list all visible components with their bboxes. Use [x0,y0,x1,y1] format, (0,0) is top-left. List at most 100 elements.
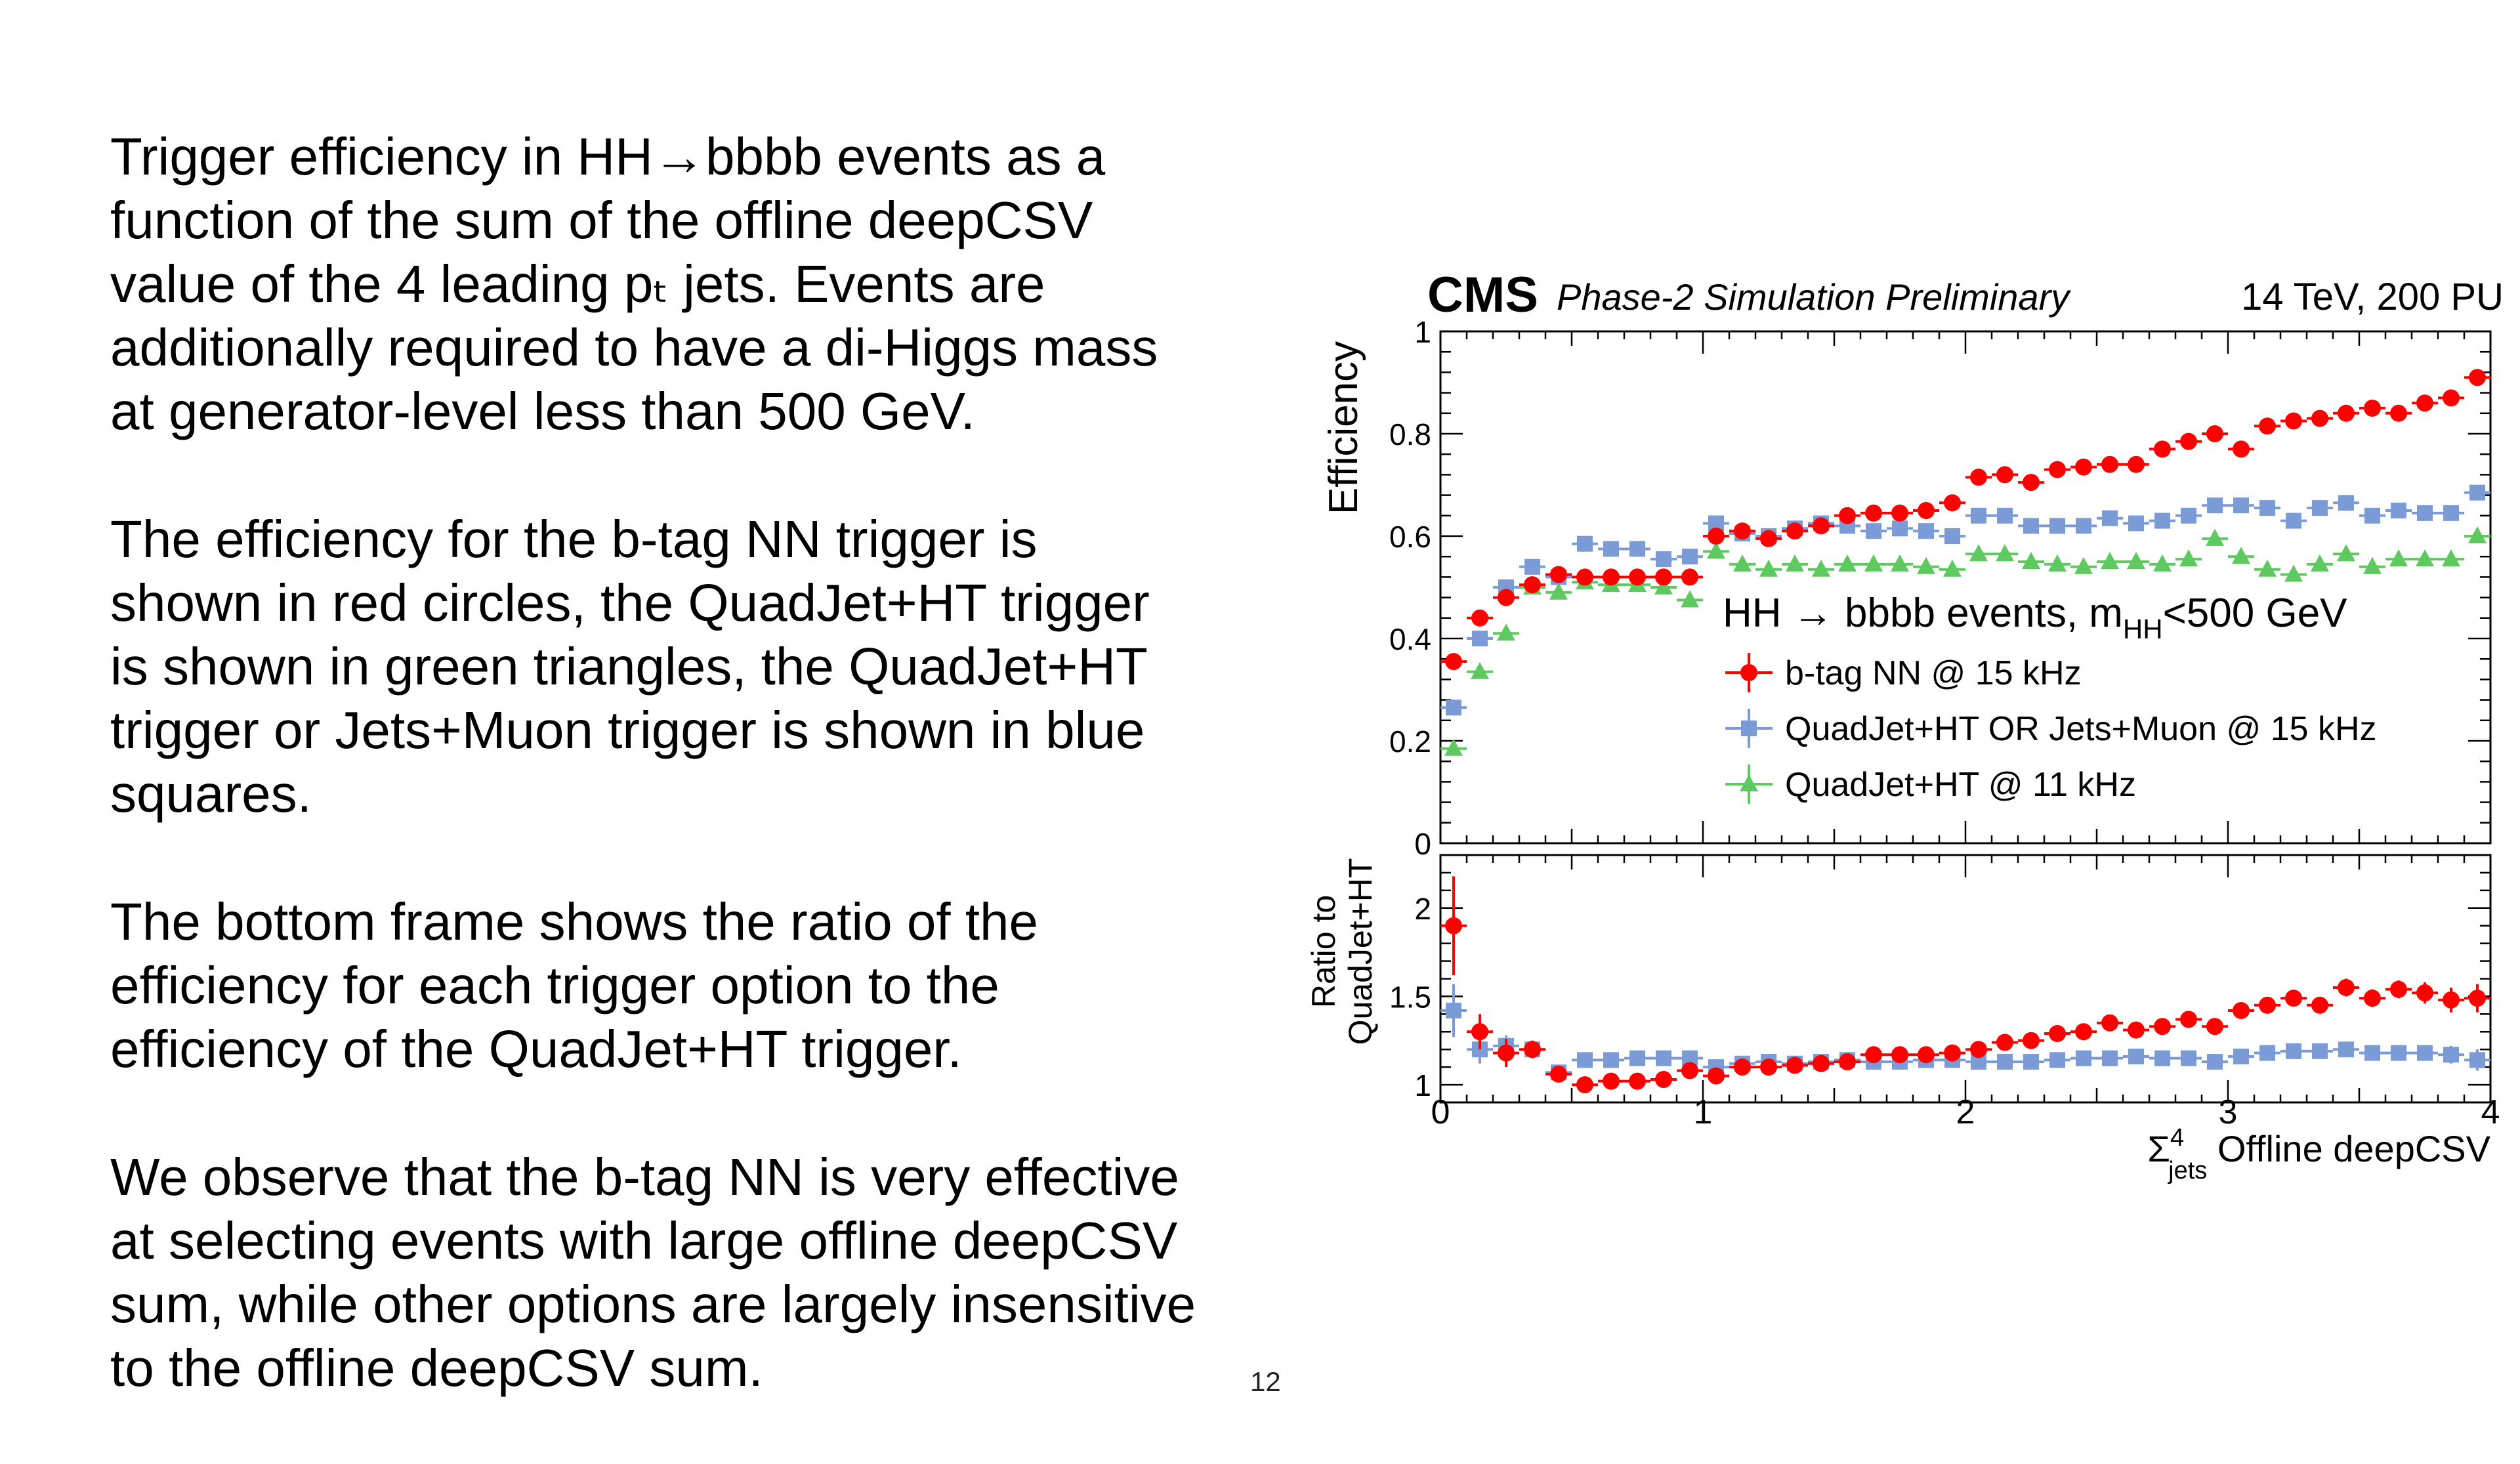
paragraph-conclusion: We observe that the b-tag NN is very eff… [110,1145,1265,1400]
data-point [2259,417,2276,435]
ratio-point [2233,1048,2249,1064]
data-point [2181,507,2196,524]
ratio-point [2469,1052,2485,1068]
x-axis-label-sub: jets [2168,1157,2207,1184]
legend-title-rest: <500 GeV [2163,591,2348,636]
data-point [2468,526,2487,543]
x-axis-label-sup: 4 [2170,1124,2184,1152]
ratio-point [2285,990,2302,1007]
data-point [2022,552,2040,569]
legend-entry-quadjet-or-muon: QuadJet+HT OR Jets+Muon @ 15 kHz [1785,710,2377,748]
data-point [1918,523,1934,539]
ratio-point [1656,1050,1671,1066]
data-point [1576,568,1593,586]
data-point [2101,455,2118,473]
ratio-point [2049,1052,2065,1068]
data-point [1891,504,1908,522]
data-point [2233,440,2250,458]
x-tick-label: 2 [1956,1093,1975,1131]
data-point [2284,564,2303,582]
data-point [2023,518,2039,534]
ratio-point [1603,1072,1620,1090]
paragraph-markers: The efficiency for the b-tag NN trigger … [110,507,1265,826]
ratio-point [1576,1076,1593,1094]
data-point [1445,653,1462,671]
data-point [2443,505,2459,521]
data-point [2206,528,2224,546]
ratio-point [2364,1045,2380,1061]
status-label: Phase-2 Simulation Preliminary [1557,276,2071,318]
ratio-point [1655,1070,1672,1088]
data-point [1629,568,1646,586]
data-point [1734,522,1751,540]
text-line: sum, while other options are largely ins… [110,1275,1196,1333]
data-point [1444,738,1463,756]
ratio-point [2233,1001,2250,1019]
data-point [1681,568,1698,586]
slide-text-column: Trigger efficiency in HH→bbbb events as … [110,125,1265,1464]
data-point [1892,520,1908,537]
ratio-point [2180,1011,2197,1028]
data-point [1760,530,1777,547]
data-point [1654,577,1673,595]
ratio-point [2076,1050,2091,1066]
ratio-point [2181,1050,2196,1066]
data-point [1681,590,1699,608]
ratio-point [2364,990,2381,1007]
text-line: at selecting events with large offline d… [110,1211,1178,1270]
top-y-tick-label: 1 [1414,315,1431,349]
text-line: Trigger efficiency in HH→bbbb events as … [110,127,1106,186]
data-point [1759,559,1778,577]
data-point [2363,556,2382,574]
data-marks-layer [1440,369,2490,1094]
data-point [1944,528,1960,544]
data-point [1708,528,1725,545]
ratio-point [2023,1054,2039,1070]
ratio-point [2128,1048,2144,1064]
ratio-point [2390,980,2407,998]
ratio-point [2417,1045,2433,1061]
text-line: squares. [110,764,312,823]
data-point [2312,500,2328,516]
ratio-point [2338,1041,2354,1058]
ratio-point [1865,1046,1882,1064]
data-point [1917,556,1935,574]
ratio-point [2416,984,2433,1002]
top-y-tick-label: 0.8 [1389,417,1431,451]
data-point [2153,554,2172,572]
text-line: at generator-level less than 500 GeV. [110,382,975,440]
ratio-point [1708,1067,1725,1085]
data-point [2469,369,2486,387]
legend-entry-quadjet: QuadJet+HT @ 11 kHz [1785,766,2136,804]
x-tick-label: 1 [1694,1093,1713,1131]
ratio-point [1629,1050,1645,1066]
legend-title-main: HH → bbbb events, m [1723,591,2123,636]
text-line: to the offline deepCSV sum. [110,1339,763,1397]
data-point [1997,507,2013,524]
ratio-point [2128,1021,2145,1039]
data-point [1707,541,1725,559]
ratio-point [1996,1034,2013,1051]
ratio-point [1681,1062,1698,1079]
x-tick-label: 0 [1431,1093,1450,1131]
ratio-point [1734,1058,1751,1076]
data-point [1524,576,1541,594]
bottom-y-axis-label-line1: Ratio to [1305,895,1342,1008]
data-point [2102,510,2118,526]
ratio-point [2469,990,2486,1007]
data-point [1603,541,1619,557]
ratio-point [1813,1055,1830,1072]
ratio-point [2286,1043,2301,1059]
ratio-point [2443,1047,2459,1063]
data-point [1550,566,1567,583]
data-point [1497,623,1515,641]
paragraph-ratio: The bottom frame shows the ratio of the … [110,890,1265,1081]
data-point [2127,552,2145,569]
data-point [1446,700,1461,716]
text-line: efficiency of the QuadJet+HT trigger. [110,1020,962,1078]
top-y-tick-label: 0.4 [1389,622,1431,656]
data-point [2232,547,2250,564]
efficiency-chart: CMS Phase-2 Simulation Preliminary 14 Te… [1305,267,2504,1184]
data-point [2469,484,2485,501]
ratio-point [2391,1045,2406,1061]
